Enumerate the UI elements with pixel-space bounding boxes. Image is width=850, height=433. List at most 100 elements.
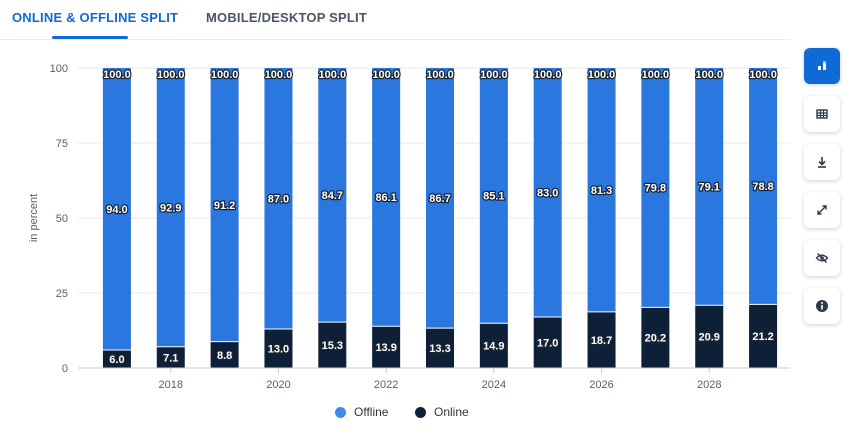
x-tick-label: 2026 bbox=[589, 379, 613, 391]
legend-item-online[interactable]: Online bbox=[415, 405, 469, 419]
data-label-total: 100.0 bbox=[749, 69, 777, 81]
bar-offline bbox=[210, 68, 239, 342]
data-label-online: 14.9 bbox=[483, 341, 504, 353]
y-tick-label: 100 bbox=[50, 63, 68, 75]
data-label-offline: 86.1 bbox=[375, 192, 396, 204]
data-label-total: 100.0 bbox=[480, 69, 508, 81]
y-tick-label: 75 bbox=[56, 138, 68, 150]
data-label-offline: 94.0 bbox=[106, 204, 127, 216]
data-label-total: 100.0 bbox=[588, 69, 616, 81]
bar-chart-icon bbox=[818, 61, 826, 70]
x-tick-label: 2020 bbox=[266, 379, 290, 391]
chart-legend: Offline Online bbox=[0, 405, 790, 425]
x-tick-label: 2018 bbox=[159, 379, 183, 391]
legend-label-offline: Offline bbox=[354, 405, 389, 419]
legend-dot-offline bbox=[335, 406, 346, 418]
bar-offline bbox=[426, 68, 454, 329]
bar-online bbox=[749, 304, 778, 368]
data-label-online: 21.2 bbox=[752, 331, 773, 343]
bar-online bbox=[318, 322, 347, 368]
data-label-offline: 81.3 bbox=[591, 185, 612, 197]
data-label-offline: 78.8 bbox=[752, 181, 773, 193]
bar-chart-button[interactable] bbox=[804, 48, 840, 84]
legend-label-online: Online bbox=[434, 405, 469, 419]
data-label-total: 100.0 bbox=[534, 69, 562, 81]
table-button[interactable] bbox=[804, 96, 840, 132]
download-button[interactable] bbox=[804, 144, 840, 180]
data-label-online: 7.1 bbox=[163, 352, 178, 364]
hide-button[interactable] bbox=[804, 240, 840, 276]
data-label-total: 100.0 bbox=[426, 69, 454, 81]
data-label-online: 13.3 bbox=[429, 343, 450, 355]
y-tick-label: 50 bbox=[56, 213, 68, 225]
legend-item-offline[interactable]: Offline bbox=[335, 405, 388, 419]
data-label-offline: 79.1 bbox=[699, 182, 720, 194]
bar-offline bbox=[695, 68, 724, 306]
bar-offline bbox=[533, 68, 562, 317]
data-label-online: 13.0 bbox=[268, 344, 289, 356]
bar-offline bbox=[156, 68, 185, 347]
bar-online bbox=[426, 328, 454, 368]
x-tick-label: 2024 bbox=[482, 379, 506, 391]
data-label-online: 6.0 bbox=[109, 354, 124, 366]
bar-offline bbox=[587, 68, 616, 312]
bar-online bbox=[156, 346, 185, 368]
bar-offline bbox=[102, 68, 131, 350]
data-label-offline: 84.7 bbox=[322, 190, 343, 202]
active-tab-indicator bbox=[52, 36, 128, 39]
bar-online bbox=[372, 326, 401, 368]
data-label-online: 20.2 bbox=[645, 333, 666, 345]
data-label-offline: 79.8 bbox=[645, 183, 666, 195]
chart-toolbar bbox=[804, 48, 840, 336]
data-label-online: 13.9 bbox=[375, 342, 396, 354]
hide-icon bbox=[815, 253, 829, 263]
data-label-total: 100.0 bbox=[642, 69, 670, 81]
stacked-bar-chart: 0 25 50 75 100 in percent 6.0 94.0 100.0 7.1 92.9 1… bbox=[0, 40, 790, 433]
bar-online bbox=[479, 323, 508, 368]
fullscreen-button[interactable] bbox=[804, 192, 840, 228]
info-button[interactable] bbox=[804, 288, 840, 324]
fullscreen-icon bbox=[817, 205, 827, 215]
table-icon bbox=[816, 109, 828, 119]
bar-online bbox=[533, 317, 562, 368]
data-label-total: 100.0 bbox=[211, 69, 239, 81]
tab-bar: ONLINE & OFFLINE SPLIT MOBILE/DESKTOP SP… bbox=[0, 0, 790, 40]
data-label-total: 100.0 bbox=[695, 69, 723, 81]
data-label-online: 8.8 bbox=[217, 350, 232, 362]
bar-offline bbox=[479, 68, 508, 324]
bar-online bbox=[210, 341, 239, 368]
data-label-total: 100.0 bbox=[319, 69, 347, 81]
data-label-online: 18.7 bbox=[591, 335, 612, 347]
data-label-offline: 83.0 bbox=[537, 188, 558, 200]
bar-offline bbox=[318, 68, 347, 323]
bar-offline bbox=[641, 68, 670, 308]
y-tick-label: 0 bbox=[62, 363, 68, 375]
data-label-offline: 87.0 bbox=[268, 194, 289, 206]
data-label-offline: 86.7 bbox=[429, 193, 450, 205]
chart-svg: 0 25 50 75 100 in percent 6.0 94.0 100.0 7.1 92.9 1… bbox=[28, 63, 790, 391]
download-icon bbox=[818, 157, 826, 168]
bar-online bbox=[641, 307, 670, 368]
info-icon bbox=[816, 300, 828, 312]
bar-offline bbox=[264, 68, 293, 329]
legend-dot-online bbox=[415, 406, 426, 418]
x-tick-label: 2022 bbox=[374, 379, 398, 391]
bar-online bbox=[264, 329, 293, 368]
tab-mobile-desktop-split[interactable]: MOBILE/DESKTOP SPLIT bbox=[206, 10, 367, 25]
data-label-offline: 85.1 bbox=[483, 191, 504, 203]
data-label-offline: 92.9 bbox=[160, 202, 181, 214]
data-label-total: 100.0 bbox=[103, 69, 131, 81]
data-label-offline: 91.2 bbox=[214, 200, 235, 212]
bar-offline bbox=[749, 68, 778, 305]
y-tick-label: 25 bbox=[56, 288, 68, 300]
data-label-total: 100.0 bbox=[372, 69, 400, 81]
x-tick-label: 2028 bbox=[697, 379, 721, 391]
bar-online bbox=[695, 305, 724, 368]
y-axis-title: in percent bbox=[28, 194, 40, 242]
bar-offline bbox=[372, 68, 401, 327]
data-label-online: 17.0 bbox=[537, 338, 558, 350]
data-label-total: 100.0 bbox=[157, 69, 185, 81]
bar-online bbox=[102, 350, 131, 368]
tab-online-offline-split[interactable]: ONLINE & OFFLINE SPLIT bbox=[12, 10, 179, 25]
data-label-online: 15.3 bbox=[322, 340, 343, 352]
